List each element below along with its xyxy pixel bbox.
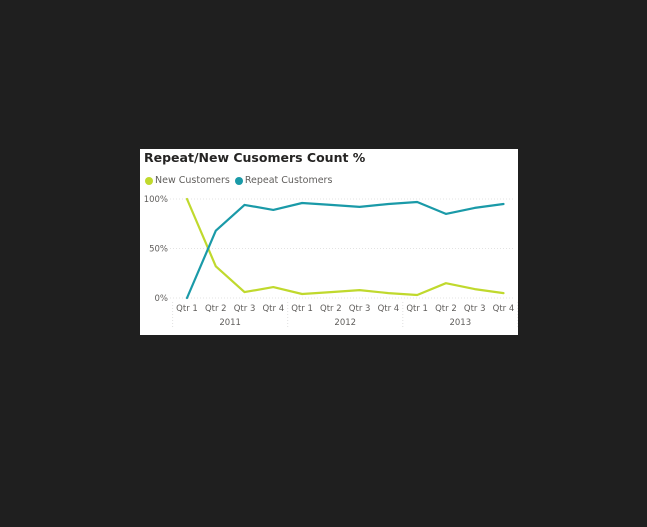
x-tick-label: Qtr 1 bbox=[406, 304, 428, 314]
x-tick-label: Qtr 2 bbox=[435, 304, 457, 314]
x-tick-label: Qtr 2 bbox=[205, 304, 227, 314]
x-tick-label: Qtr 1 bbox=[291, 304, 313, 314]
series-line-new-customers bbox=[185, 197, 505, 297]
x-tick-label: Qtr 3 bbox=[349, 304, 371, 314]
x-tick-label: Qtr 1 bbox=[176, 304, 198, 314]
legend-label-repeat-customers: Repeat Customers bbox=[244, 175, 333, 186]
y-tick-label: 100% bbox=[144, 195, 168, 205]
x-tick-label: Qtr 4 bbox=[493, 304, 515, 314]
year-label-2013: 2013 bbox=[449, 318, 471, 328]
line-chart: 0% 50% 100% Qtr 1 Qtr 2 Qtr 3 Qtr 4 Qtr 1 Qtr 2 Q… bbox=[144, 195, 518, 329]
legend-marker-repeat-customers bbox=[234, 176, 243, 185]
y-tick-label: 50% bbox=[149, 245, 168, 255]
chart-legend: New Customers Repeat Customers bbox=[145, 175, 337, 186]
legend-item-repeat-customers[interactable]: Repeat Customers bbox=[234, 175, 333, 186]
x-tick-label: Qtr 3 bbox=[464, 304, 486, 314]
chart-card: Repeat/New Cusomers Count % New Customer… bbox=[140, 149, 518, 335]
year-label-2011: 2011 bbox=[219, 318, 241, 328]
y-tick-label: 0% bbox=[155, 294, 169, 304]
year-label-2012: 2012 bbox=[334, 318, 356, 328]
legend-marker-new-customers bbox=[145, 176, 153, 185]
series-line-repeat-customers bbox=[185, 200, 505, 300]
legend-item-new-customers[interactable]: New Customers bbox=[145, 175, 230, 186]
chart-title: Repeat/New Cusomers Count % bbox=[144, 150, 366, 165]
x-tick-label: Qtr 4 bbox=[378, 304, 400, 314]
x-tick-label: Qtr 2 bbox=[320, 304, 342, 314]
legend-label-new-customers: New Customers bbox=[155, 175, 230, 186]
x-tick-label: Qtr 4 bbox=[262, 304, 284, 314]
x-tick-label: Qtr 3 bbox=[234, 304, 256, 314]
